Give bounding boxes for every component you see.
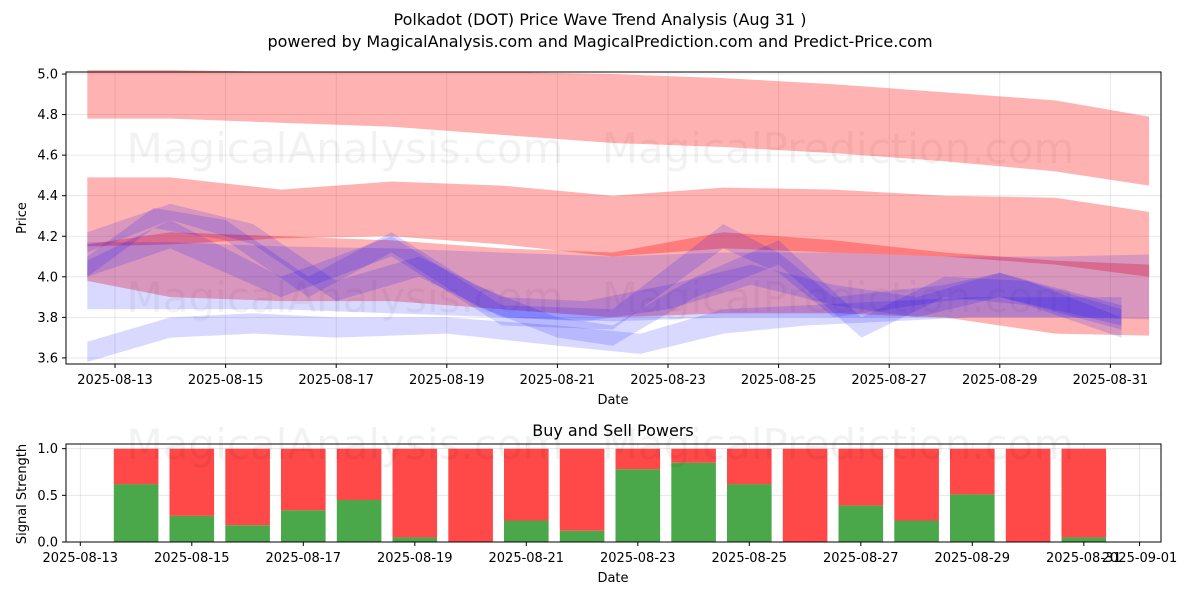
signal-x-tick-label: 2025-08-13 [43, 551, 119, 566]
signal-x-tick-label: 2025-08-19 [377, 551, 453, 566]
price-x-tick-label: 2025-08-15 [188, 373, 264, 388]
price-y-tick-label: 4.0 [37, 270, 58, 285]
signal-x-tick-label: 2025-08-21 [489, 551, 565, 566]
buy-bar-2025-08-28 [894, 520, 939, 542]
buy-bar-2025-08-24 [671, 462, 716, 542]
sell-bar-2025-08-29 [950, 448, 995, 495]
band-blue-wave-3 [87, 207, 1122, 346]
price-y-tick-label: 4.4 [37, 189, 58, 204]
signal-x-tick-label: 2025-08-27 [823, 551, 899, 566]
band-blue-wave-1 [87, 220, 1122, 330]
signal-y-axis-label: Signal Strength [15, 444, 30, 544]
signal-y-ticks: 0.0 0.5 1.0 [37, 442, 66, 551]
signal-x-axis-label: Date [597, 571, 628, 586]
price-y-tick-label: 3.8 [37, 311, 58, 326]
sell-bar-2025-08-16 [225, 448, 270, 526]
sell-bar-2025-08-30 [1005, 448, 1051, 542]
sell-bar-2025-08-26 [782, 448, 828, 542]
signal-x-tick-label: 2025-08-17 [266, 551, 342, 566]
price-y-axis-label: Price [15, 202, 30, 234]
price-gridlines [66, 72, 1161, 364]
watermark-magicalanalysis-top: MagicalAnalysis.com [127, 124, 564, 173]
buy-bar-2025-08-17 [281, 510, 326, 542]
sell-bar-2025-08-24 [671, 448, 716, 463]
price-y-tick-label: 3.6 [37, 351, 58, 366]
buy-bar-2025-08-15 [169, 515, 215, 542]
buy-bar-2025-08-31 [1061, 537, 1107, 542]
price-y-tick-label: 4.6 [37, 149, 58, 164]
signal-y-tick-label: 0.5 [37, 489, 58, 504]
price-y-tick-label: 5.0 [37, 68, 58, 83]
signal-x-ticks: 2025-08-13 2025-08-15 2025-08-17 2025-08-19… [43, 542, 1178, 566]
buy-bar-2025-08-14 [113, 484, 159, 542]
price-x-tick-label: 2025-08-25 [741, 373, 817, 388]
price-x-tick-label: 2025-08-21 [520, 373, 596, 388]
sell-bar-2025-08-15 [169, 448, 215, 516]
buy-bar-2025-08-23 [615, 469, 661, 542]
signal-x-tick-label: 2025-08-25 [712, 551, 788, 566]
band-red-lower-band [87, 232, 1150, 336]
price-x-tick-label: 2025-08-19 [409, 373, 485, 388]
chart-title: Polkadot (DOT) Price Wave Trend Analysis… [394, 10, 807, 29]
watermark-magicalprediction-mid: MagicalPrediction.com [602, 273, 1075, 322]
price-panel: MagicalAnalysis.com MagicalPrediction.co… [15, 68, 1162, 408]
sell-bar-2025-08-14 [113, 448, 159, 485]
sell-bar-2025-08-20 [448, 448, 493, 542]
buy-bar-2025-08-29 [950, 494, 995, 542]
watermark-magicalanalysis-mid: MagicalAnalysis.com [127, 273, 564, 322]
band-red-upper-band [87, 70, 1150, 186]
signal-chart-title: Buy and Sell Powers [532, 421, 694, 440]
signal-x-tick-label: 2025-08-23 [600, 551, 676, 566]
signal-y-tick-label: 1.0 [37, 442, 58, 457]
buy-bar-2025-08-21 [504, 520, 549, 542]
signal-x-tick-label: 2025-09-01 [1102, 551, 1178, 566]
buy-bar-2025-08-27 [838, 505, 884, 542]
sell-bar-2025-08-21 [504, 448, 549, 521]
signal-x-tick-label: 2025-08-29 [935, 551, 1011, 566]
band-blue-flat-band [87, 242, 1150, 322]
buy-bar-2025-08-25 [727, 484, 772, 542]
price-x-axis-label: Date [597, 393, 628, 408]
buy-bar-2025-08-16 [225, 525, 270, 542]
sell-bar-2025-08-31 [1061, 448, 1107, 538]
watermark-magicalprediction-top: MagicalPrediction.com [602, 124, 1075, 173]
price-x-tick-label: 2025-08-17 [298, 373, 374, 388]
sell-bar-2025-08-22 [559, 448, 605, 531]
signal-bars [113, 448, 1107, 542]
price-y-tick-label: 4.2 [37, 230, 58, 245]
sell-bar-2025-08-28 [894, 448, 939, 521]
price-wave-bands [87, 70, 1150, 362]
sell-bar-2025-08-25 [727, 448, 772, 485]
sell-bar-2025-08-17 [281, 448, 326, 511]
price-x-tick-label: 2025-08-29 [962, 373, 1038, 388]
price-x-tick-label: 2025-08-23 [630, 373, 706, 388]
price-x-tick-label: 2025-08-27 [851, 373, 927, 388]
band-blue-wave-2 [87, 297, 1122, 362]
sell-bar-2025-08-19 [392, 448, 438, 538]
band-red-middle-band [87, 177, 1150, 277]
buy-bar-2025-08-19 [392, 537, 438, 542]
sell-bar-2025-08-18 [336, 448, 382, 500]
signal-y-tick-label: 0.0 [37, 536, 58, 551]
price-y-tick-label: 4.8 [37, 108, 58, 123]
buy-bar-2025-08-22 [559, 530, 605, 542]
price-plot-frame [65, 71, 1162, 365]
band-blue-wave-4 [87, 203, 1122, 326]
signal-x-tick-label: 2025-08-15 [154, 551, 230, 566]
sell-bar-2025-08-27 [838, 448, 884, 506]
price-x-ticks: 2025-08-13 2025-08-15 2025-08-17 2025-08-19… [77, 364, 1148, 388]
price-y-ticks: 3.6 3.8 4.0 4.2 4.4 4.6 4.8 5.0 [37, 68, 66, 366]
chart-subtitle: powered by MagicalAnalysis.com and Magic… [267, 32, 932, 51]
buy-bar-2025-08-18 [336, 500, 382, 542]
signal-x-tick-label: 2025-08-31 [1046, 551, 1122, 566]
signal-panel: Buy and Sell Powers MagicalAnalysis.com … [15, 420, 1177, 586]
sell-bar-2025-08-23 [615, 448, 661, 470]
signal-plot-frame [65, 443, 1162, 543]
price-x-tick-label: 2025-08-13 [77, 373, 153, 388]
price-x-tick-label: 2025-08-31 [1073, 373, 1149, 388]
